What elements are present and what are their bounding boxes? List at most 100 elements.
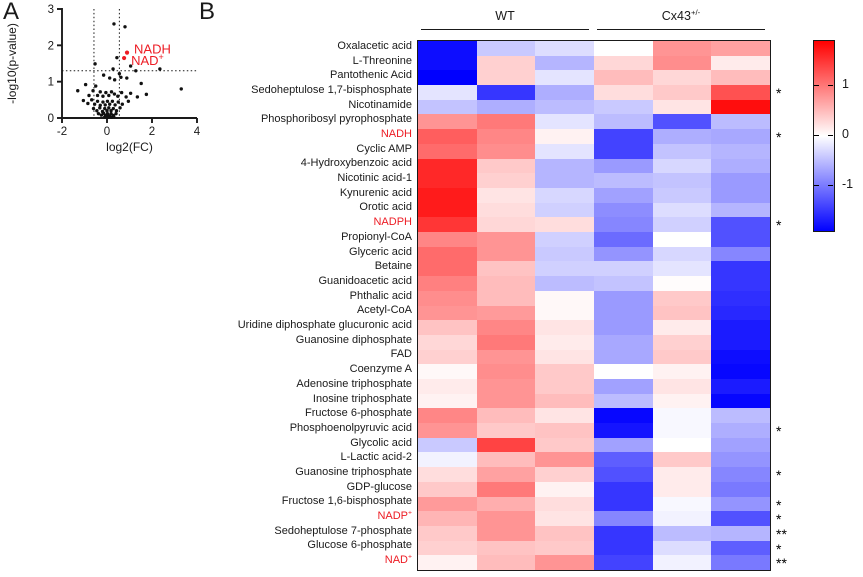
- data-point: [105, 99, 110, 103]
- heatmap-cell: [535, 555, 595, 571]
- heatmap-cell: [594, 511, 654, 527]
- heatmap-cell: [594, 349, 654, 365]
- heatmap-cell: [535, 85, 595, 101]
- data-point: [98, 106, 102, 110]
- row-label: NADPH: [373, 216, 412, 229]
- significance-mark: *: [776, 423, 782, 440]
- heatmap-cell: [535, 378, 595, 395]
- heatmap-cell: [476, 70, 536, 86]
- data-point: [108, 76, 112, 80]
- colorbar-tick-label: 1: [842, 77, 849, 91]
- heatmap-cell: [711, 158, 771, 174]
- heatmap-cell: [535, 99, 595, 115]
- heatmap-cell: [711, 423, 771, 439]
- heatmap-cell: [476, 452, 536, 468]
- colorbar-tick: [828, 185, 833, 187]
- heatmap-cell: [418, 55, 478, 71]
- heatmap-cell: [535, 320, 595, 336]
- heatmap-cell: [594, 540, 654, 556]
- heatmap-cell: [476, 378, 536, 395]
- row-label: Glyceric acid: [349, 245, 412, 258]
- heatmap-cell: [476, 349, 536, 365]
- heatmap-cell: [652, 129, 712, 145]
- data-point: [111, 106, 116, 111]
- heatmap-cell: [711, 85, 771, 101]
- heatmap-cell: [652, 334, 712, 351]
- heatmap-cell: [476, 143, 536, 160]
- heatmap-cell: [652, 114, 712, 130]
- data-point: [87, 93, 91, 98]
- heatmap-cell: [418, 525, 478, 542]
- heatmap-cell: [711, 232, 771, 248]
- panel-b-label: B: [199, 0, 216, 25]
- heatmap-cell: [476, 305, 536, 321]
- heatmap-cell: [418, 290, 478, 306]
- data-point: [107, 106, 111, 110]
- data-point: [112, 22, 116, 26]
- heatmap-cell: [652, 158, 712, 174]
- heatmap-cell: [652, 496, 712, 512]
- heatmap-cell: [418, 41, 478, 57]
- heatmap-cell: [652, 540, 712, 556]
- heatmap-cell: [652, 202, 712, 218]
- row-label: Glucose 6-phosphate: [307, 539, 412, 552]
- heatmap-cell: [594, 261, 654, 277]
- heatmap-cell: [418, 143, 478, 160]
- data-point: [95, 99, 100, 103]
- x-tick-label: 2: [149, 126, 155, 138]
- group-label: WT: [495, 9, 515, 23]
- colorbar: [813, 40, 835, 232]
- heatmap-cell: [594, 437, 654, 453]
- row-label: Guanidoacetic acid: [318, 274, 412, 287]
- row-label: L-Threonine: [352, 54, 412, 67]
- data-point: [83, 82, 88, 87]
- row-label: Glycolic acid: [350, 436, 412, 449]
- heatmap-cell: [418, 70, 478, 86]
- highlight-point: [122, 55, 127, 61]
- data-point: [81, 98, 86, 103]
- y-tick-label: 1: [48, 77, 54, 89]
- row-label: Oxalacetic acid: [337, 39, 412, 52]
- row-label: Kynurenic acid: [339, 186, 412, 199]
- heatmap-cell: [594, 481, 654, 498]
- heatmap-cell: [652, 55, 712, 71]
- heatmap-cell: [652, 232, 712, 248]
- data-point: [120, 102, 125, 106]
- heatmap-cell: [535, 511, 595, 527]
- heatmap-cell: [711, 378, 771, 395]
- heatmap-cell: [535, 334, 595, 351]
- row-label: GDP-glucose: [346, 480, 412, 493]
- colorbar-tick: [828, 135, 833, 137]
- heatmap-cell: [418, 334, 478, 351]
- heatmap-cell: [594, 276, 654, 292]
- group-label: Cx43+/-: [661, 7, 701, 23]
- data-point: [105, 109, 109, 113]
- data-point: [94, 84, 98, 88]
- heatmap-cell: [476, 320, 536, 336]
- heatmap-cell: [535, 173, 595, 189]
- heatmap-cell: [652, 555, 712, 571]
- data-point: [116, 100, 120, 104]
- heatmap-cell: [535, 41, 595, 57]
- heatmap-cell: [535, 217, 595, 233]
- heatmap-cell: [711, 143, 771, 160]
- heatmap-cell: [594, 496, 654, 512]
- colorbar-tick: [814, 135, 819, 137]
- heatmap-cell: [476, 55, 536, 71]
- heatmap-cell: [476, 481, 536, 498]
- data-point: [125, 76, 129, 80]
- heatmap-cell: [711, 555, 771, 571]
- row-label: Orotic acid: [359, 201, 412, 214]
- heatmap-cell: [652, 217, 712, 233]
- data-point: [116, 94, 120, 98]
- data-point: [134, 69, 138, 73]
- colorbar-tick: [814, 85, 819, 87]
- panel-a-label: A: [3, 0, 20, 25]
- heatmap-cell: [594, 290, 654, 306]
- row-label: Acetyl-CoA: [356, 304, 412, 317]
- heatmap-cell: [594, 452, 654, 468]
- y-tick-label: 2: [48, 40, 54, 52]
- heatmap-cell: [594, 114, 654, 130]
- heatmap-cell: [418, 349, 478, 365]
- heatmap-cell: [476, 173, 536, 189]
